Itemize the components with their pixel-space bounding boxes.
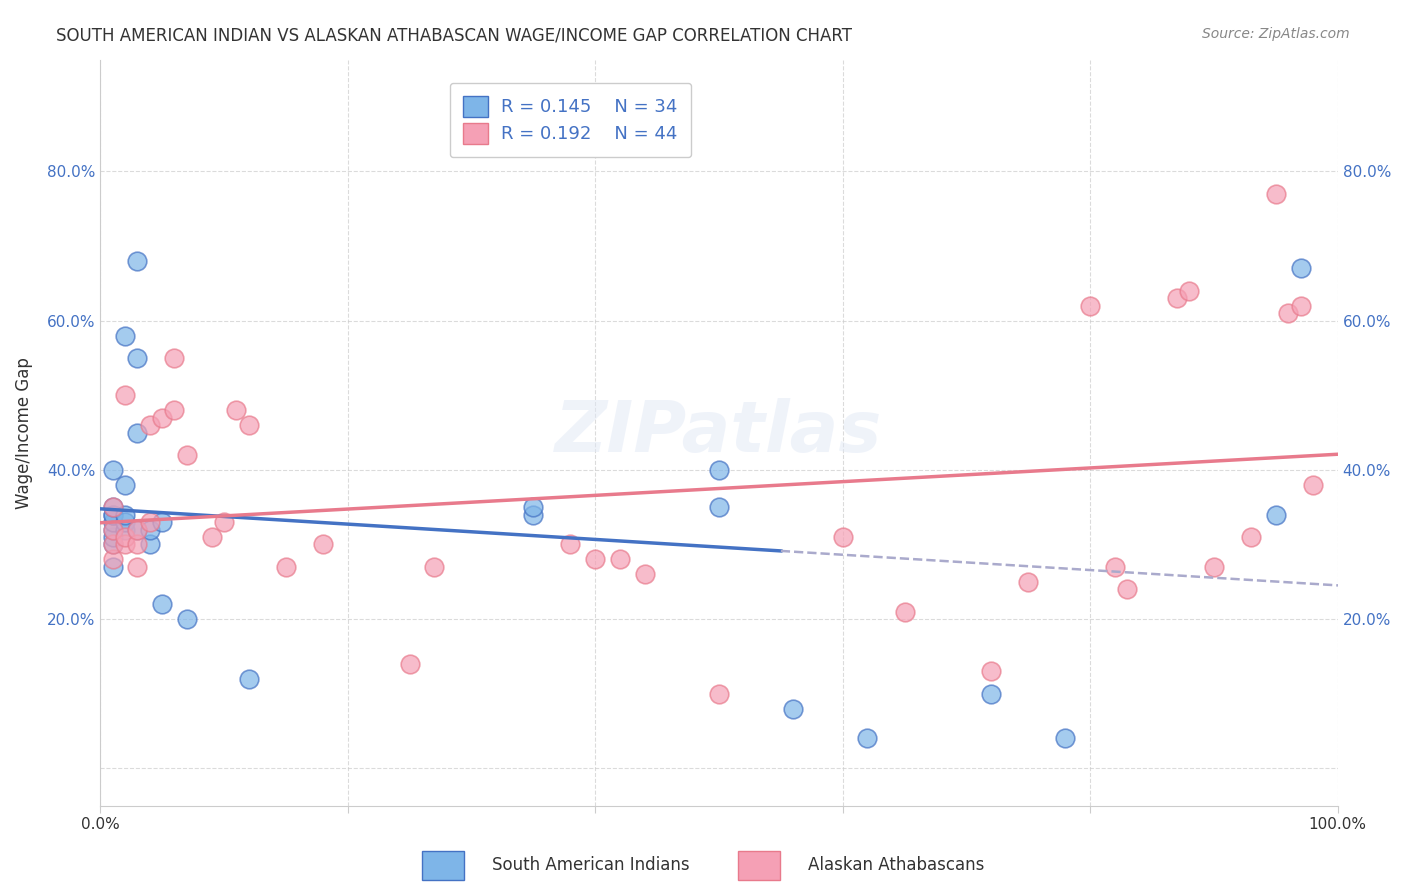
Point	[101, 537, 124, 551]
Point	[398, 657, 420, 671]
Point	[1240, 530, 1263, 544]
Point	[163, 351, 186, 365]
Point	[1017, 574, 1039, 589]
Text: Alaskan Athabascans: Alaskan Athabascans	[808, 856, 984, 874]
Point	[583, 552, 606, 566]
Point	[238, 418, 260, 433]
Point	[139, 418, 162, 433]
Point	[150, 515, 173, 529]
Point	[101, 530, 124, 544]
Point	[127, 523, 149, 537]
Point	[139, 537, 162, 551]
Point	[139, 523, 162, 537]
Point	[114, 388, 136, 402]
Point	[893, 605, 915, 619]
Point	[114, 515, 136, 529]
Text: South American Indians: South American Indians	[492, 856, 690, 874]
Point	[101, 508, 124, 522]
Point	[101, 500, 124, 515]
Point	[1116, 582, 1139, 597]
Point	[634, 567, 657, 582]
Point	[101, 463, 124, 477]
Point	[176, 448, 198, 462]
Point	[101, 500, 124, 515]
Point	[127, 560, 149, 574]
Point	[312, 537, 335, 551]
Bar	[738, 851, 780, 880]
Point	[522, 508, 544, 522]
Point	[201, 530, 224, 544]
Point	[1289, 261, 1312, 276]
Point	[114, 328, 136, 343]
Point	[1202, 560, 1225, 574]
Point	[114, 478, 136, 492]
Text: Source: ZipAtlas.com: Source: ZipAtlas.com	[1202, 27, 1350, 41]
Point	[114, 537, 136, 551]
Point	[114, 523, 136, 537]
Point	[101, 523, 124, 537]
Point	[114, 530, 136, 544]
Point	[225, 403, 247, 417]
Point	[163, 403, 186, 417]
Point	[1264, 186, 1286, 201]
Bar	[422, 851, 464, 880]
Text: SOUTH AMERICAN INDIAN VS ALASKAN ATHABASCAN WAGE/INCOME GAP CORRELATION CHART: SOUTH AMERICAN INDIAN VS ALASKAN ATHABAS…	[56, 27, 852, 45]
Point	[127, 254, 149, 268]
Point	[101, 523, 124, 537]
Text: ZIPatlas: ZIPatlas	[555, 398, 883, 467]
Point	[423, 560, 446, 574]
Point	[127, 351, 149, 365]
Point	[707, 463, 730, 477]
Point	[560, 537, 582, 551]
Point	[101, 515, 124, 529]
Point	[707, 500, 730, 515]
Point	[212, 515, 235, 529]
Point	[831, 530, 853, 544]
Point	[1178, 284, 1201, 298]
Point	[101, 552, 124, 566]
Legend: R = 0.145    N = 34, R = 0.192    N = 44: R = 0.145 N = 34, R = 0.192 N = 44	[450, 83, 692, 157]
Point	[101, 560, 124, 574]
Point	[1078, 299, 1101, 313]
Point	[856, 731, 879, 746]
Point	[1277, 306, 1299, 320]
Point	[150, 410, 173, 425]
Point	[114, 508, 136, 522]
Point	[101, 537, 124, 551]
Point	[1302, 478, 1324, 492]
Point	[980, 665, 1002, 679]
Point	[609, 552, 631, 566]
Point	[1166, 291, 1188, 305]
Point	[176, 612, 198, 626]
Point	[1289, 299, 1312, 313]
Point	[150, 597, 173, 611]
Point	[127, 537, 149, 551]
Point	[101, 508, 124, 522]
Point	[707, 687, 730, 701]
Point	[238, 672, 260, 686]
Point	[127, 523, 149, 537]
Point	[782, 701, 804, 715]
Point	[274, 560, 297, 574]
Y-axis label: Wage/Income Gap: Wage/Income Gap	[15, 357, 32, 508]
Point	[127, 425, 149, 440]
Point	[139, 515, 162, 529]
Point	[980, 687, 1002, 701]
Point	[1104, 560, 1126, 574]
Point	[1054, 731, 1077, 746]
Point	[522, 500, 544, 515]
Point	[1264, 508, 1286, 522]
